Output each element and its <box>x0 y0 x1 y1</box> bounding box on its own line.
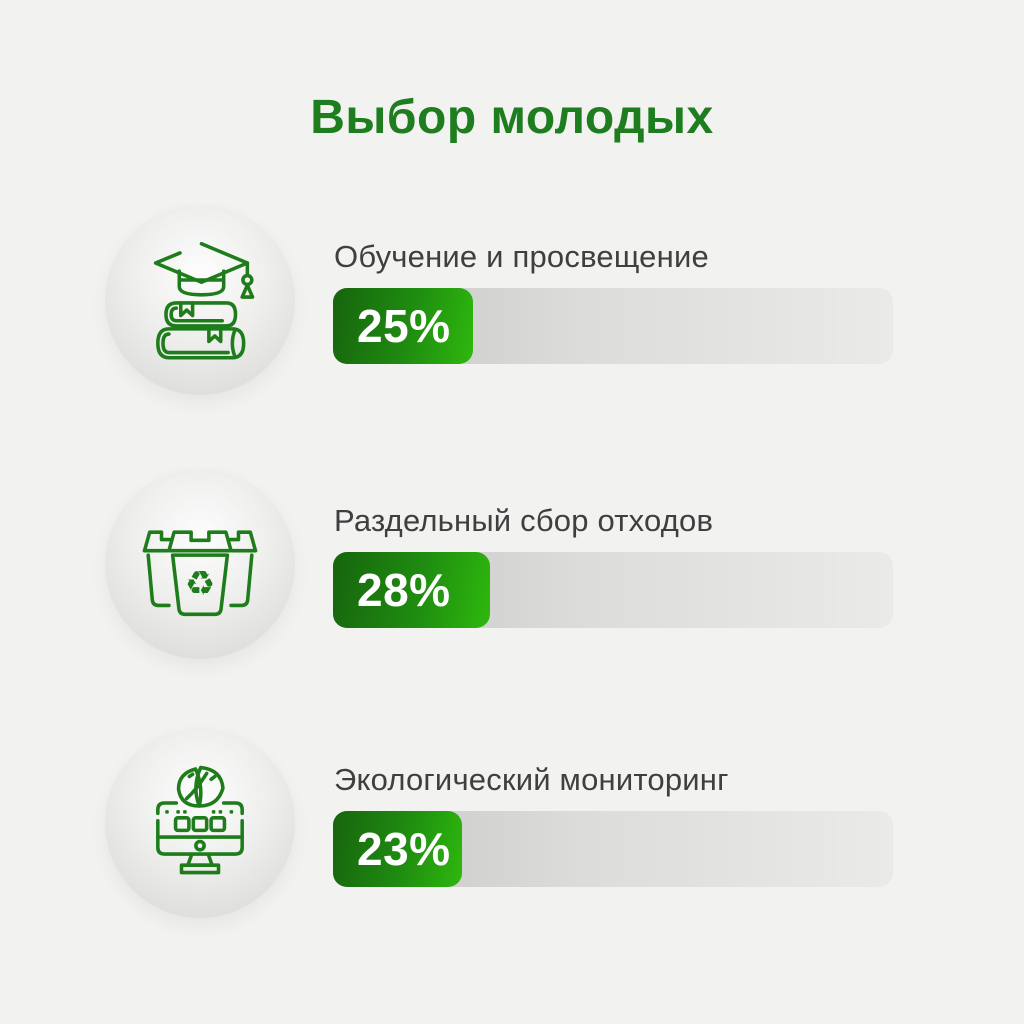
eco-monitoring-icon <box>156 765 244 875</box>
percent-value: 28% <box>357 564 451 616</box>
icon-circle <box>105 205 295 395</box>
graduation-books-icon <box>153 241 255 360</box>
bar-label: Обучение и просвещение <box>334 239 709 274</box>
bar-label: Раздельный сбор отходов <box>334 503 714 538</box>
percent-value: 25% <box>357 300 451 352</box>
progress-fill: 28% <box>333 552 490 628</box>
recycling-bins-icon: ♻ <box>142 530 258 617</box>
progress-track: 25% <box>333 288 893 364</box>
progress-fill: 25% <box>333 288 473 364</box>
bar-row-education: Обучение и просвещение 25% <box>105 205 895 405</box>
progress-track: 23% <box>333 811 893 887</box>
bar-row-waste-sorting: ♻ Раздельный сбор отходов 28% <box>105 469 895 669</box>
icon-circle <box>105 728 295 918</box>
svg-text:♻: ♻ <box>185 564 216 604</box>
bar-row-eco-monitoring: Экологический мониторинг 23% <box>105 728 895 928</box>
progress-fill: 23% <box>333 811 462 887</box>
percent-value: 23% <box>357 823 451 875</box>
progress-track: 28% <box>333 552 893 628</box>
icon-circle: ♻ <box>105 469 295 659</box>
page-title: Выбор молодых <box>310 91 714 144</box>
bar-label: Экологический мониторинг <box>334 762 729 797</box>
